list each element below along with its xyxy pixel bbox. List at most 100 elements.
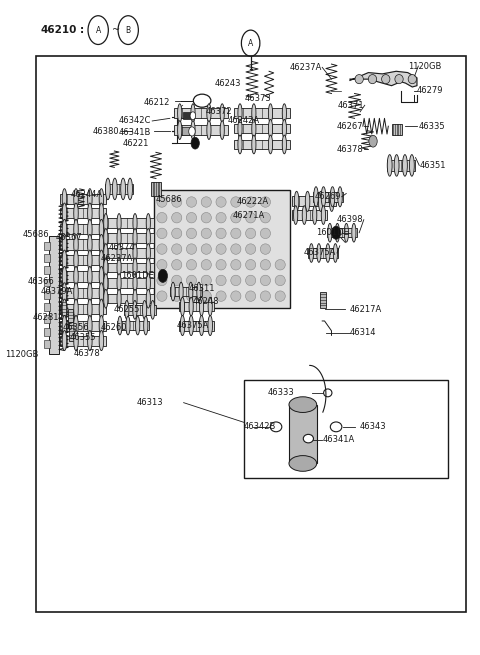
Ellipse shape: [143, 301, 147, 319]
Ellipse shape: [326, 244, 330, 263]
Ellipse shape: [180, 316, 185, 335]
Bar: [44, 303, 49, 311]
Ellipse shape: [74, 283, 78, 303]
Polygon shape: [174, 126, 228, 135]
Text: 46378: 46378: [336, 145, 363, 153]
Text: 45686: 45686: [156, 195, 182, 204]
Ellipse shape: [246, 196, 256, 207]
Ellipse shape: [62, 250, 67, 271]
Ellipse shape: [208, 297, 212, 316]
Ellipse shape: [172, 291, 182, 301]
Ellipse shape: [180, 297, 185, 316]
Ellipse shape: [87, 331, 92, 350]
Ellipse shape: [186, 259, 197, 270]
Ellipse shape: [189, 297, 193, 316]
Polygon shape: [170, 287, 202, 296]
Polygon shape: [105, 183, 133, 195]
Text: B: B: [126, 26, 131, 35]
Polygon shape: [308, 248, 338, 257]
Ellipse shape: [246, 275, 256, 286]
Ellipse shape: [146, 229, 150, 248]
Ellipse shape: [368, 75, 377, 84]
Ellipse shape: [146, 244, 150, 263]
Text: 46342B: 46342B: [244, 422, 276, 432]
Polygon shape: [100, 263, 154, 272]
Ellipse shape: [252, 135, 256, 154]
Ellipse shape: [133, 301, 137, 319]
Ellipse shape: [246, 244, 256, 254]
Polygon shape: [234, 109, 290, 118]
Polygon shape: [60, 320, 106, 331]
Text: 46311: 46311: [188, 284, 215, 293]
Ellipse shape: [178, 121, 182, 140]
Ellipse shape: [303, 434, 313, 443]
Ellipse shape: [355, 75, 363, 84]
Text: 46375A: 46375A: [177, 321, 209, 330]
Ellipse shape: [117, 290, 121, 308]
Polygon shape: [60, 304, 106, 314]
Text: 46222A: 46222A: [237, 197, 269, 206]
Ellipse shape: [151, 301, 155, 319]
Ellipse shape: [312, 206, 317, 225]
Polygon shape: [350, 71, 417, 87]
Text: 46221: 46221: [122, 139, 149, 147]
Polygon shape: [60, 225, 106, 234]
Ellipse shape: [270, 422, 282, 432]
Text: 46356: 46356: [62, 323, 89, 332]
Ellipse shape: [99, 234, 104, 255]
Ellipse shape: [117, 214, 121, 233]
Ellipse shape: [62, 219, 67, 240]
Text: 1601DE: 1601DE: [121, 271, 154, 280]
Ellipse shape: [104, 214, 108, 233]
Ellipse shape: [294, 206, 298, 225]
Bar: [44, 242, 49, 250]
Ellipse shape: [201, 244, 211, 254]
Ellipse shape: [128, 178, 132, 200]
Ellipse shape: [260, 228, 271, 238]
Ellipse shape: [260, 259, 271, 270]
Polygon shape: [68, 309, 73, 328]
Ellipse shape: [394, 155, 399, 176]
Ellipse shape: [231, 228, 241, 238]
Ellipse shape: [87, 283, 92, 303]
Ellipse shape: [87, 219, 92, 240]
Polygon shape: [392, 124, 402, 136]
Ellipse shape: [133, 214, 137, 233]
Circle shape: [158, 269, 168, 282]
Polygon shape: [60, 240, 106, 250]
Ellipse shape: [62, 267, 67, 287]
Text: 46378: 46378: [74, 349, 100, 358]
Text: 46355: 46355: [70, 333, 96, 343]
Text: 45686: 45686: [23, 230, 49, 239]
Ellipse shape: [172, 259, 182, 270]
Ellipse shape: [275, 259, 285, 270]
Ellipse shape: [260, 291, 271, 301]
Ellipse shape: [231, 259, 241, 270]
Ellipse shape: [189, 282, 193, 301]
Ellipse shape: [201, 291, 211, 301]
Ellipse shape: [193, 94, 211, 107]
FancyBboxPatch shape: [183, 113, 192, 119]
Ellipse shape: [329, 191, 334, 212]
Ellipse shape: [87, 203, 92, 223]
Ellipse shape: [200, 297, 204, 316]
Ellipse shape: [387, 155, 392, 176]
Ellipse shape: [74, 250, 78, 271]
Ellipse shape: [74, 203, 78, 223]
Ellipse shape: [328, 223, 332, 242]
Ellipse shape: [104, 274, 108, 292]
Ellipse shape: [133, 229, 137, 248]
Ellipse shape: [172, 228, 182, 238]
Text: 46248: 46248: [193, 297, 219, 306]
Ellipse shape: [408, 75, 417, 84]
Ellipse shape: [309, 244, 313, 263]
Ellipse shape: [157, 196, 167, 207]
Text: 46267: 46267: [336, 122, 363, 131]
Polygon shape: [151, 181, 160, 196]
Text: 46217A: 46217A: [350, 305, 382, 314]
Text: 46313: 46313: [136, 398, 163, 407]
Text: 46244A: 46244A: [71, 191, 103, 199]
Text: 46237A: 46237A: [290, 63, 322, 72]
Ellipse shape: [157, 291, 167, 301]
Text: 46343: 46343: [359, 422, 386, 432]
